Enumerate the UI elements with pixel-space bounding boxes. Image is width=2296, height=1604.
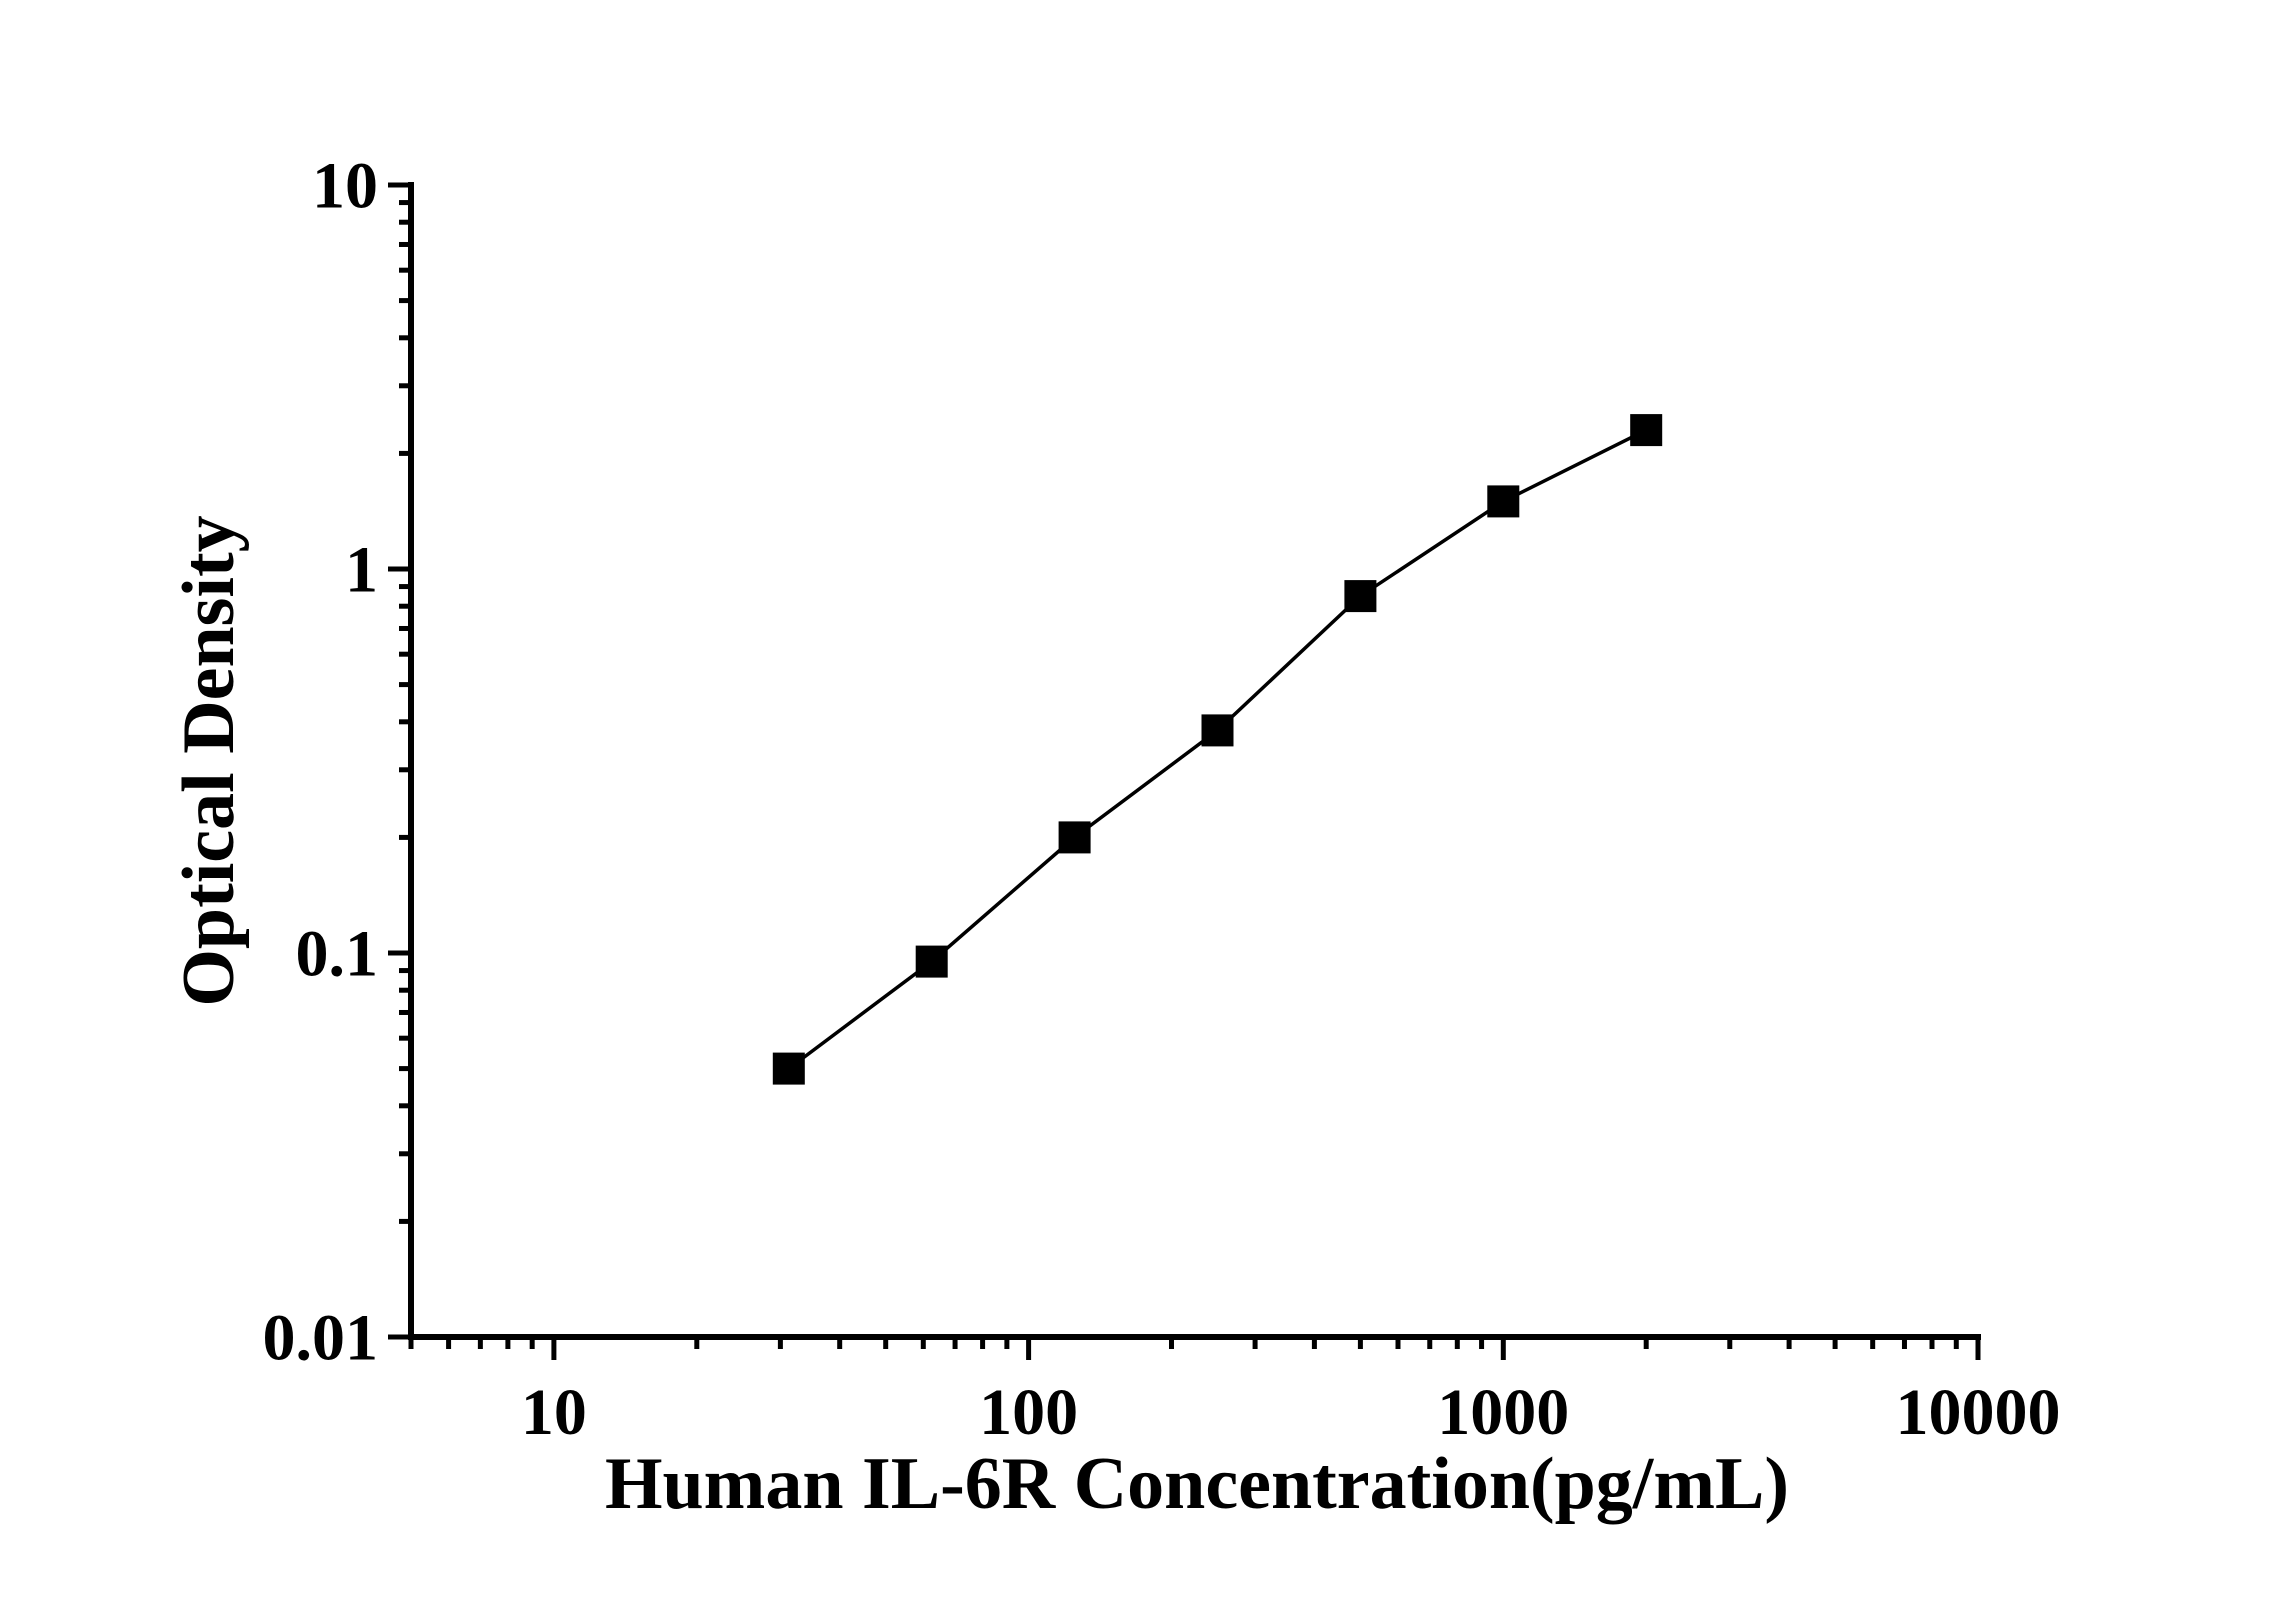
data-point-marker [1487,485,1520,518]
x-axis-ticks [408,1337,1981,1360]
x-axis-tick-label: 10000 [1896,1376,2061,1449]
x-axis-title: Human IL-6R Concentration(pg/mL) [605,1443,1789,1525]
data-point-marker [1201,714,1234,747]
x-axis-tick-label: 1000 [1437,1376,1569,1449]
data-point-marker [1344,580,1377,613]
data-point-marker [1058,821,1091,854]
x-axis-tick-labels: 10 100 1000 10000 [521,1376,2061,1449]
series-layer [772,414,1663,1085]
x-axis-tick-label: 10 [521,1376,587,1449]
x-axis-tick-label: 100 [979,1376,1078,1449]
data-point-marker [1630,414,1663,447]
y-axis-tick-label: 0.01 [263,1301,379,1374]
y-axis-tick-label: 1 [345,533,378,606]
y-axis-title: Optical Density [168,515,250,1006]
y-axis-tick-labels: 0.01 0.1 1 10 [263,149,379,1374]
y-axis-ticks [388,182,411,1340]
data-point-marker [772,1052,805,1085]
y-axis-tick-label: 10 [312,149,378,222]
data-point-marker [915,945,948,978]
y-axis-tick-label: 0.1 [296,917,379,990]
